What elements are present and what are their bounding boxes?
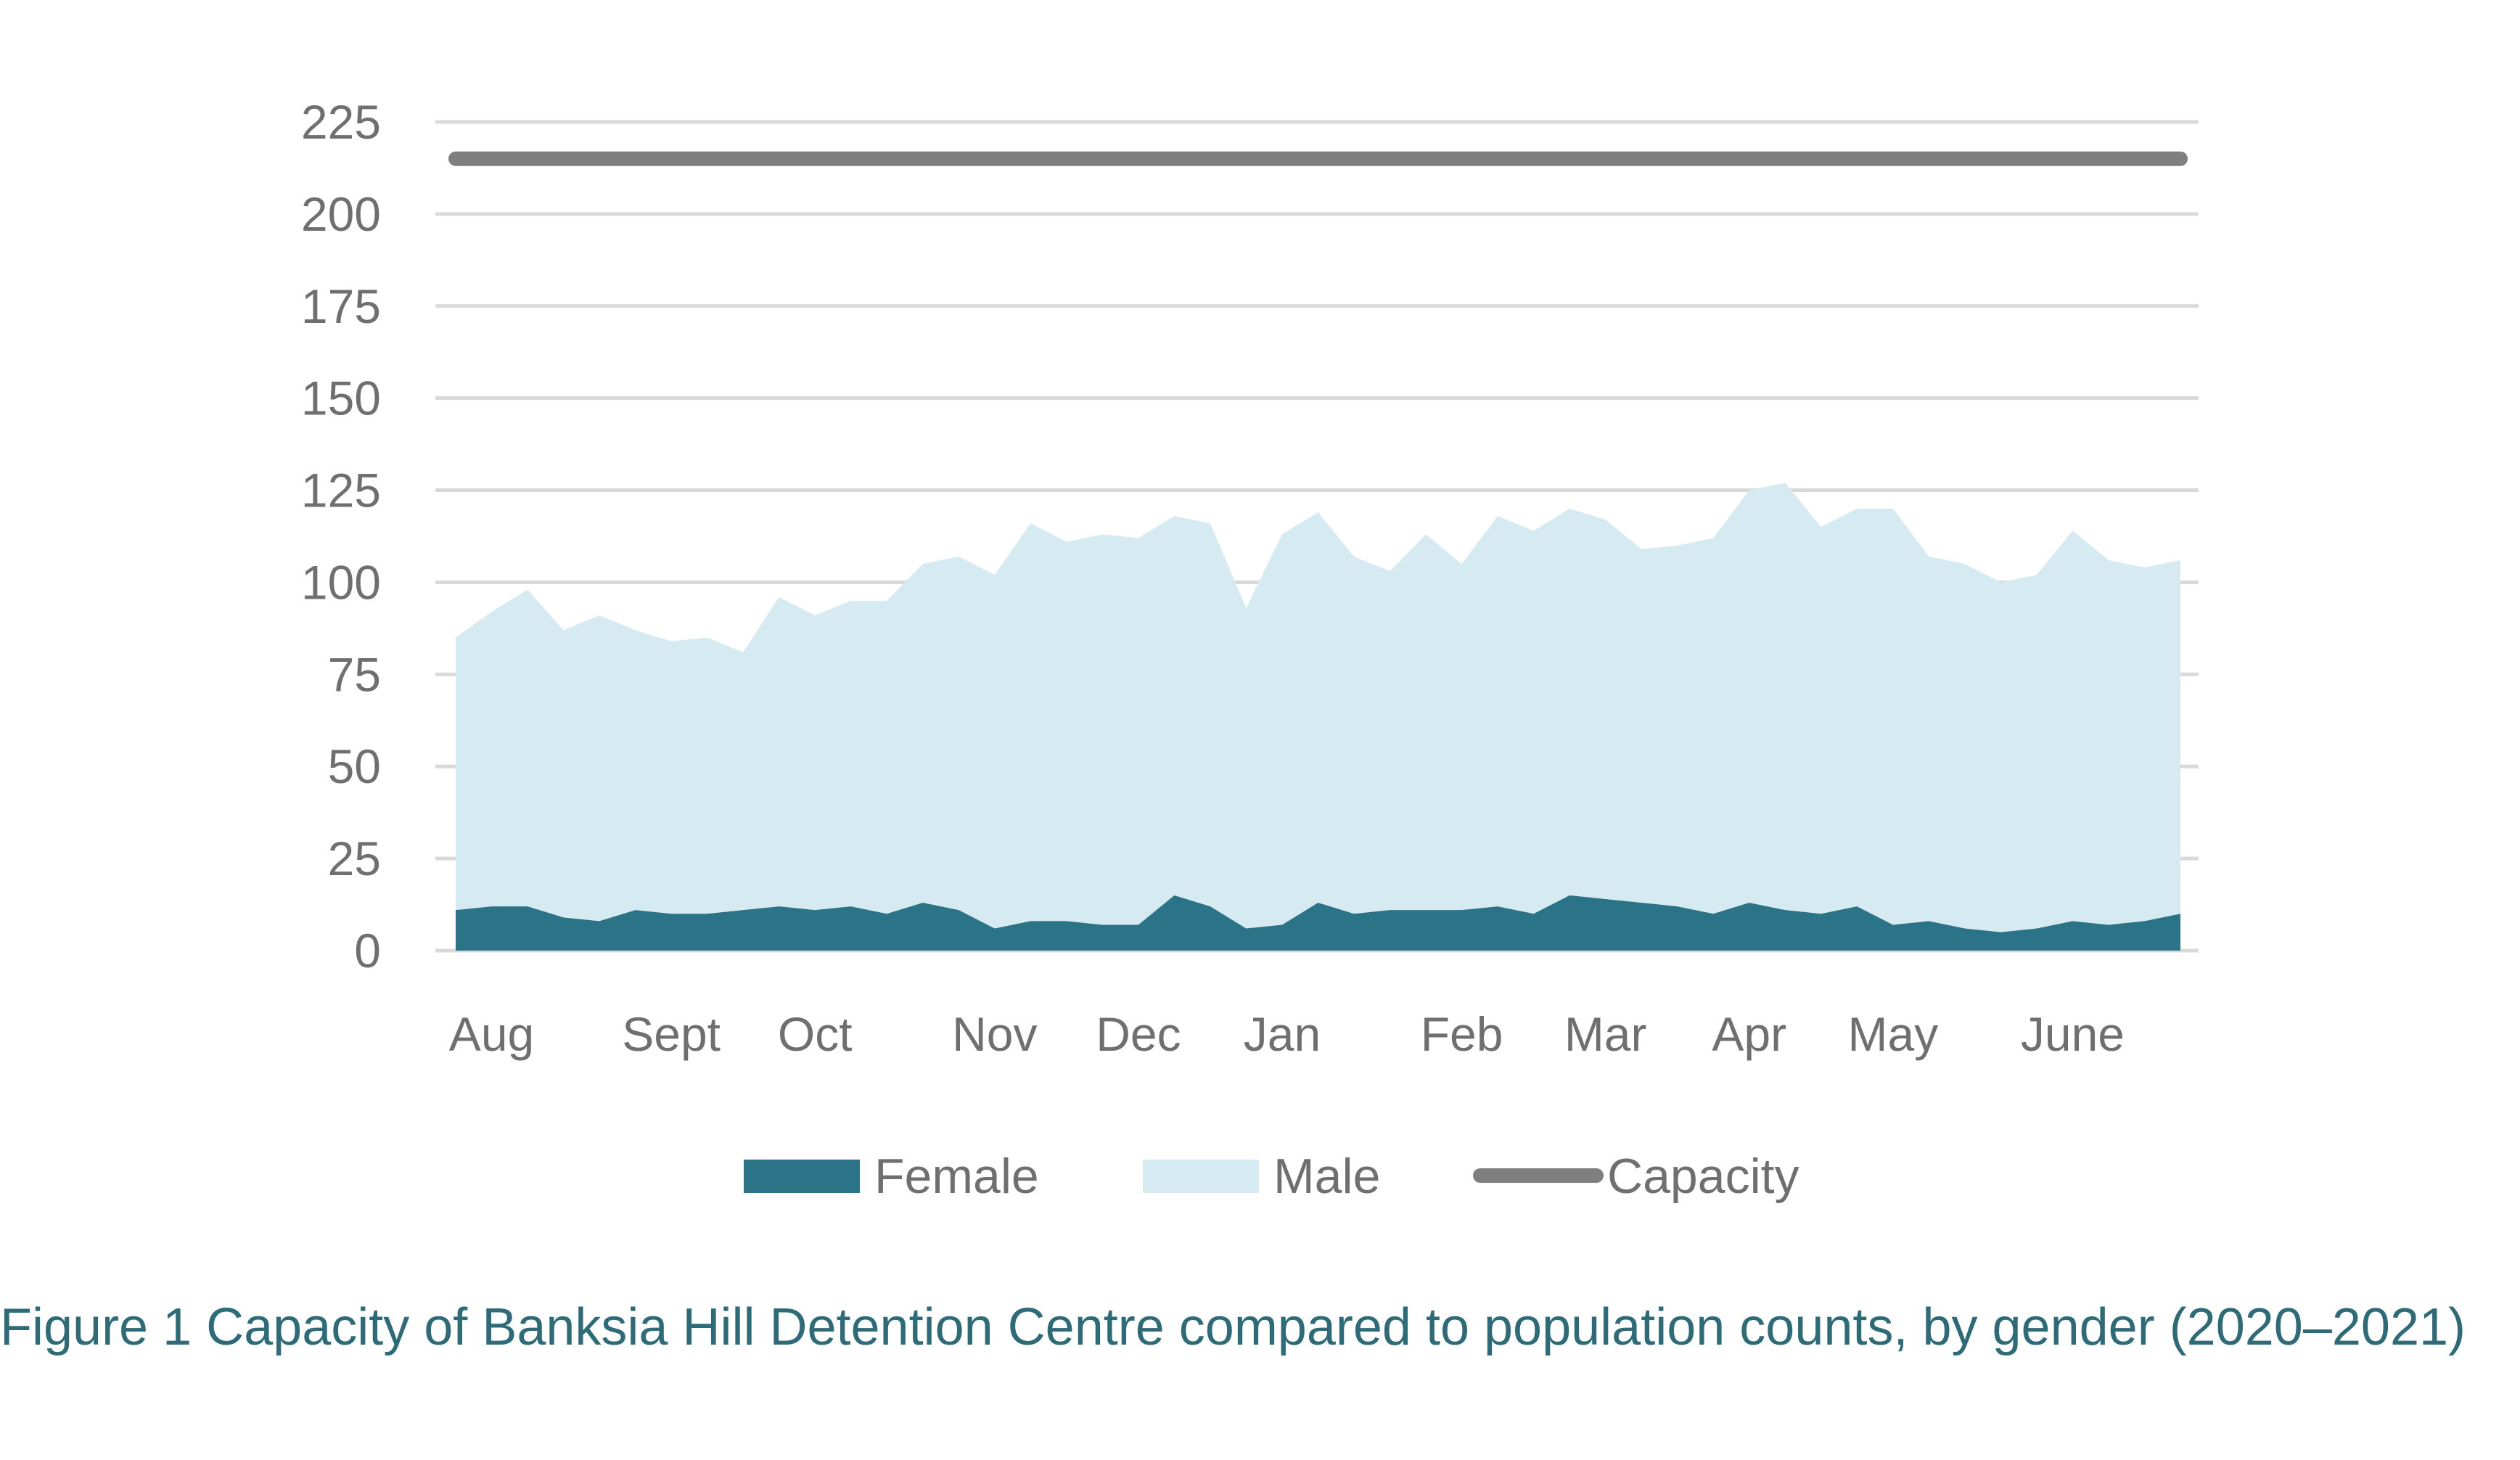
- y-tick-label: 0: [354, 924, 381, 977]
- x-tick-label: Oct: [778, 1007, 853, 1061]
- y-tick-label: 125: [301, 464, 381, 517]
- male-area: [456, 483, 2180, 932]
- x-tick-label: Sept: [622, 1007, 721, 1061]
- x-tick-label: May: [1847, 1007, 1938, 1061]
- legend: Female Male Capacity: [744, 1149, 1799, 1204]
- x-axis-ticks: Aug Sept Oct Nov Dec Jan Feb Mar Apr May June: [449, 1007, 2125, 1061]
- legend-swatch-male: [1143, 1160, 1259, 1193]
- x-tick-label: Dec: [1096, 1007, 1181, 1061]
- legend-label-female: Female: [874, 1149, 1039, 1204]
- x-tick-label: June: [2021, 1007, 2125, 1061]
- figure-caption: Figure 1 Capacity of Banksia Hill Detent…: [0, 1298, 2466, 1356]
- legend-label-capacity: Capacity: [1607, 1149, 1799, 1204]
- female-area: [456, 895, 2180, 951]
- y-tick-label: 100: [301, 555, 381, 609]
- y-axis-ticks: 0 25 50 75 100 125 150 175 200 225: [301, 95, 381, 977]
- y-tick-label: 225: [301, 95, 381, 149]
- y-tick-label: 200: [301, 187, 381, 241]
- y-tick-label: 75: [328, 647, 381, 701]
- x-tick-label: Nov: [952, 1007, 1037, 1061]
- chart-areas: [456, 483, 2180, 951]
- chart: 0 25 50 75 100 125 150 175 200 225 Aug Sept Oct Nov D…: [301, 95, 2199, 1204]
- x-tick-label: Mar: [1564, 1007, 1647, 1061]
- y-tick-label: 150: [301, 372, 381, 425]
- x-tick-label: Feb: [1421, 1007, 1503, 1061]
- x-tick-label: Apr: [1712, 1007, 1786, 1061]
- y-tick-label: 175: [301, 279, 381, 333]
- legend-label-male: Male: [1273, 1149, 1380, 1204]
- y-tick-label: 50: [328, 739, 381, 793]
- x-tick-label: Aug: [449, 1007, 534, 1061]
- y-tick-label: 25: [328, 832, 381, 885]
- x-tick-label: Jan: [1244, 1007, 1321, 1061]
- legend-swatch-female: [744, 1160, 860, 1193]
